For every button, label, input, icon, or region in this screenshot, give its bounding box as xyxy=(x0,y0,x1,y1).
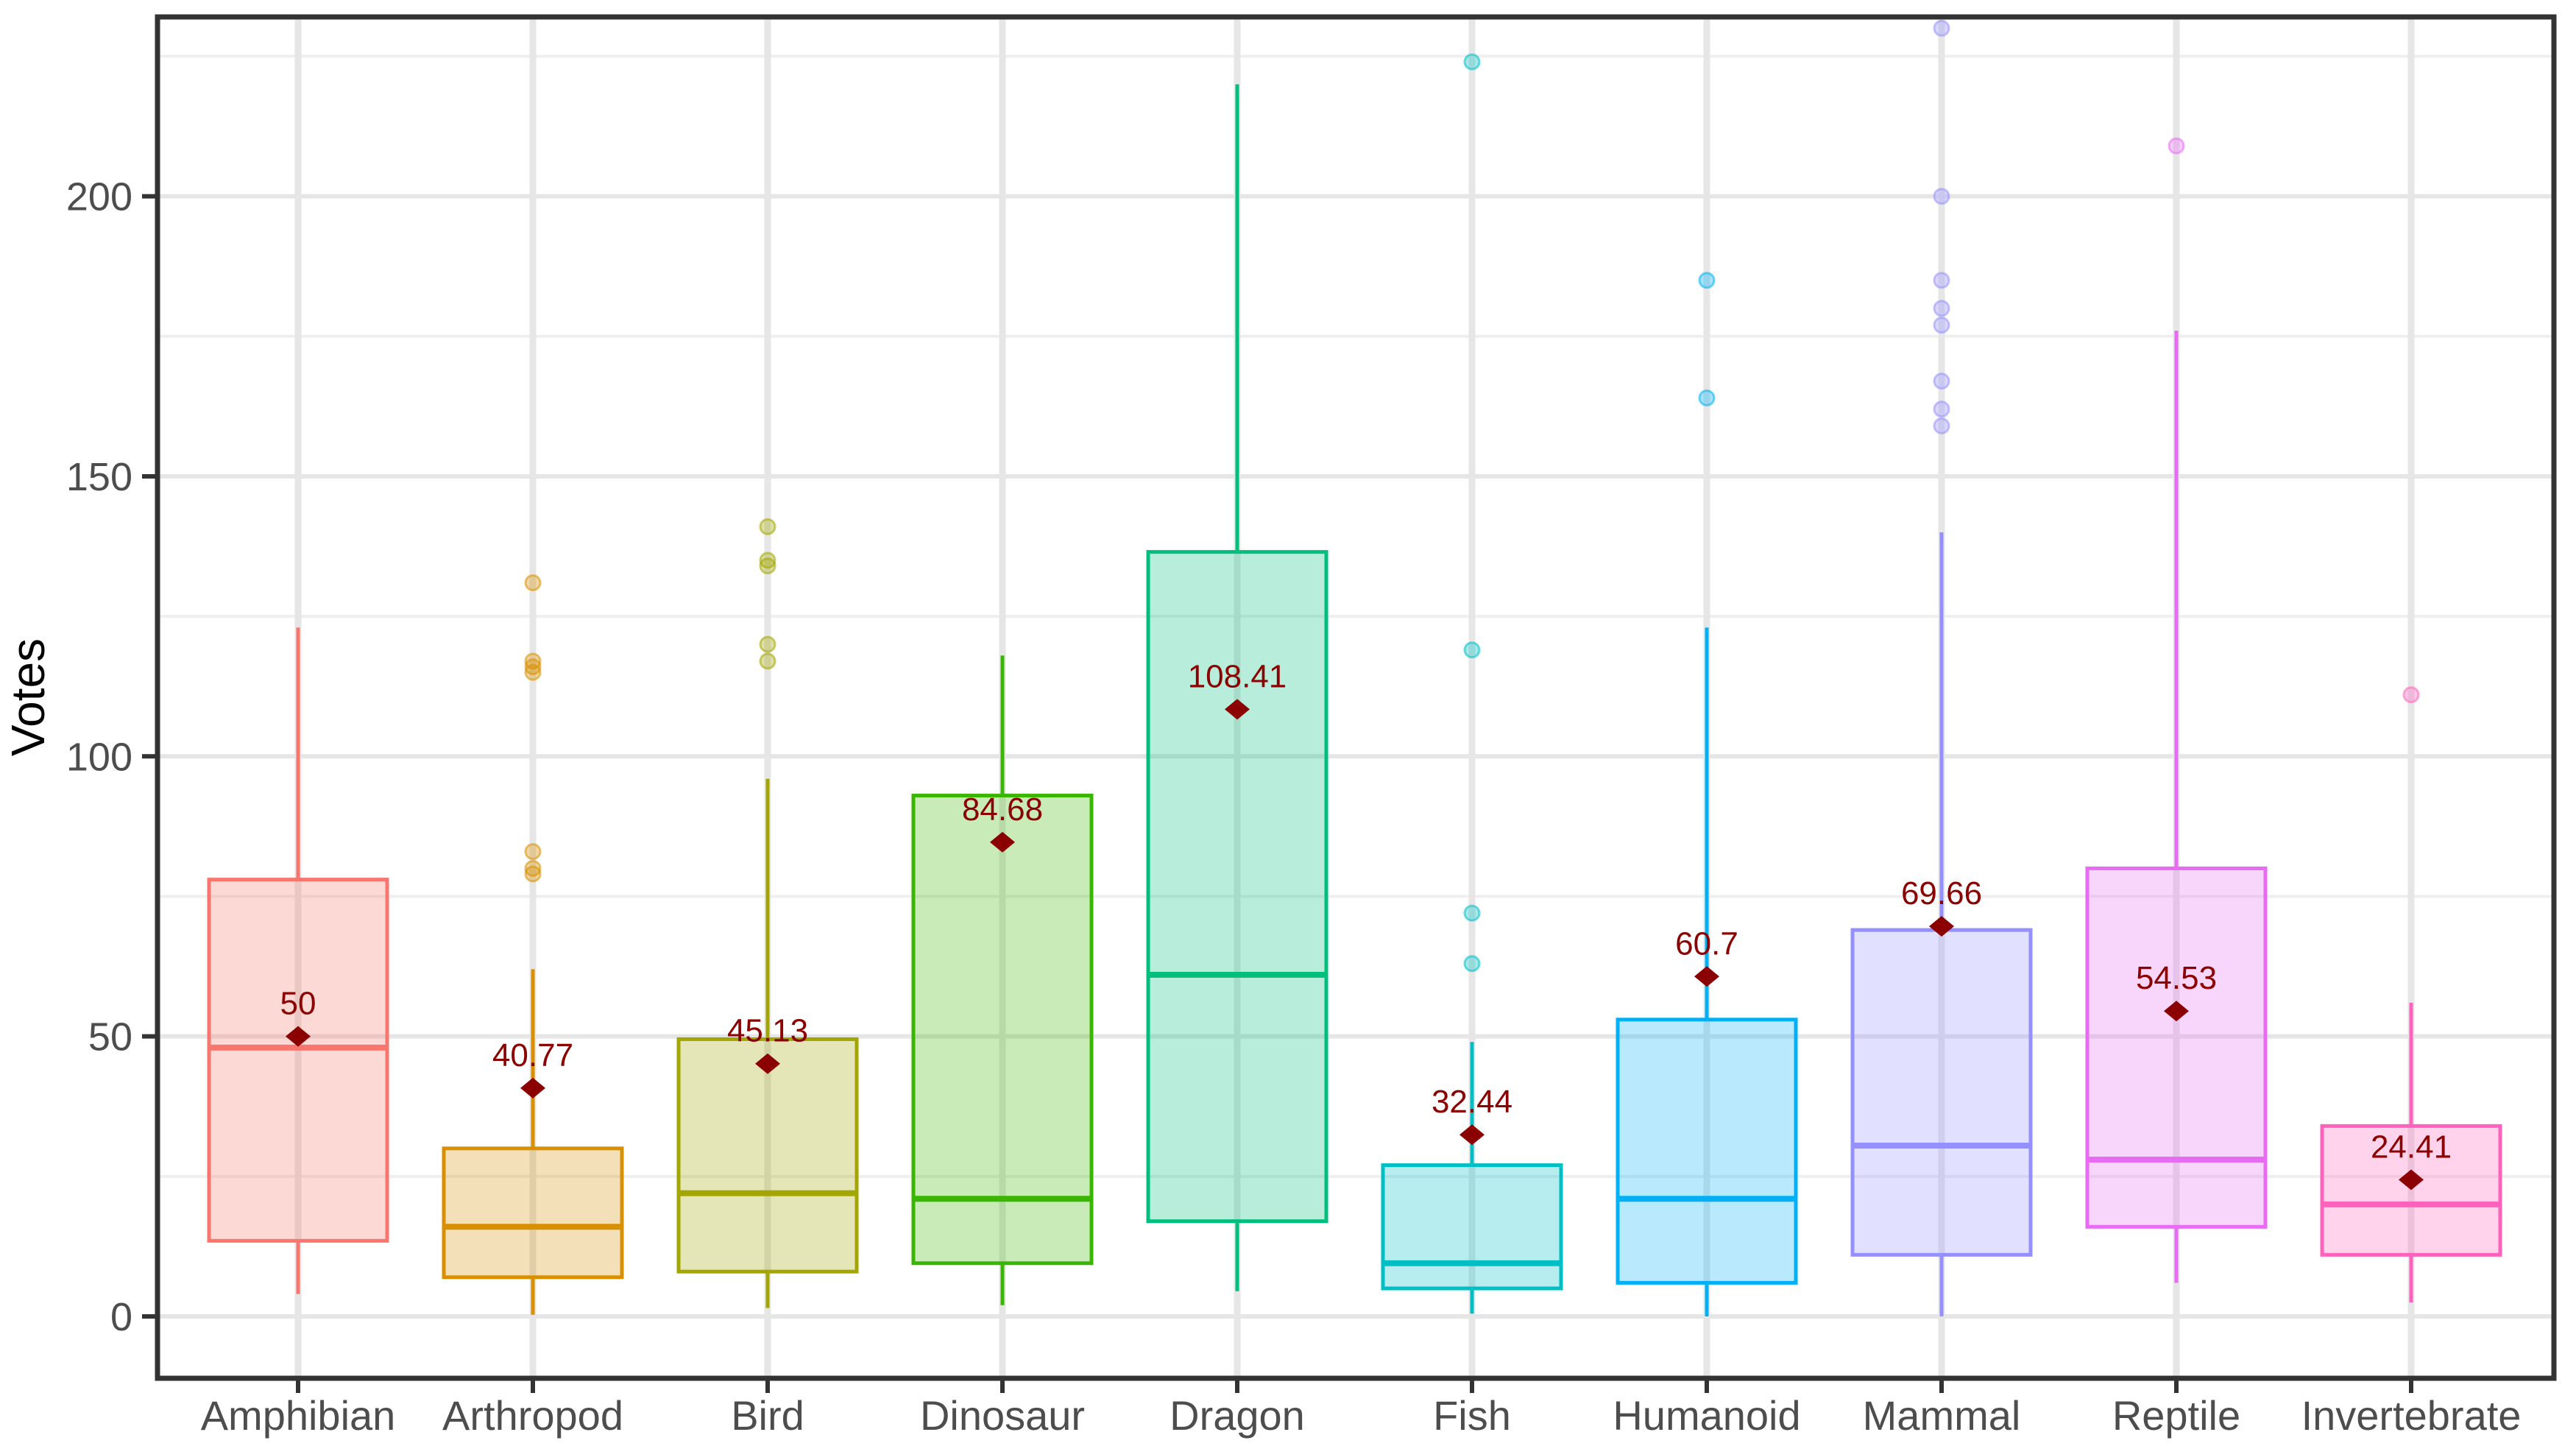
outlier-mammal-0 xyxy=(1933,19,1950,37)
iqr-box-fish xyxy=(1381,1163,1563,1291)
mean-diamond-mammal xyxy=(1929,916,1954,937)
category-label-arthropod: Arthropod xyxy=(442,1392,623,1439)
mean-label-fish: 32.44 xyxy=(1432,1084,1512,1120)
outlier-arthropod-0 xyxy=(524,574,542,591)
box-group-amphibian: 50 xyxy=(207,627,389,1294)
mean-label-dinosaur: 84.68 xyxy=(962,791,1043,828)
mean-label-invertebrate: 24.41 xyxy=(2371,1129,2452,1165)
box-group-humanoid: 60.7 xyxy=(1616,272,1798,1316)
iqr-box-dragon xyxy=(1146,550,1328,1224)
outlier-arthropod-4 xyxy=(524,843,542,861)
mean-label-reptile: 54.53 xyxy=(2136,960,2217,996)
outlier-bird-4 xyxy=(759,652,776,670)
outlier-reptile-0 xyxy=(2168,137,2185,155)
mean-label-amphibian: 50 xyxy=(280,986,316,1022)
outlier-arthropod-2 xyxy=(524,658,542,676)
mean-label-bird: 45.13 xyxy=(727,1013,808,1049)
mean-label-dragon: 108.41 xyxy=(1188,658,1287,694)
iqr-box-dinosaur xyxy=(911,794,1094,1266)
outlier-arthropod-5 xyxy=(524,859,542,877)
panel-frame-layer xyxy=(155,14,2557,1381)
mean-diamond-fish xyxy=(1459,1124,1485,1146)
mean-diamond-invertebrate xyxy=(2399,1169,2424,1191)
outlier-fish-0 xyxy=(1463,53,1481,71)
outlier-mammal-7 xyxy=(1933,417,1950,434)
y-axis-title: Votes xyxy=(1,638,54,756)
mean-diamond-dragon xyxy=(1225,699,1250,720)
box-group-arthropod: 40.77 xyxy=(442,574,624,1315)
box-group-invertebrate: 24.41 xyxy=(2320,686,2502,1302)
boxes-layer: 50 40.77 45.13 84.68 108.41 32.44 60.7 69.66 54.… xyxy=(207,19,2502,1316)
category-label-amphibian: Amphibian xyxy=(201,1392,396,1439)
iqr-box-mammal xyxy=(1850,928,2033,1257)
outlier-arthropod-6 xyxy=(524,865,542,883)
category-label-bird: Bird xyxy=(731,1392,804,1439)
box-group-dragon: 108.41 xyxy=(1146,84,1328,1291)
iqr-box-arthropod xyxy=(442,1146,624,1280)
outlier-mammal-3 xyxy=(1933,300,1950,317)
outlier-mammal-6 xyxy=(1933,401,1950,418)
outlier-mammal-5 xyxy=(1933,373,1950,390)
outlier-invertebrate-0 xyxy=(2402,686,2420,704)
box-group-bird: 45.13 xyxy=(676,518,859,1308)
outlier-mammal-2 xyxy=(1933,272,1950,289)
mean-diamond-bird xyxy=(755,1053,780,1074)
iqr-box-amphibian xyxy=(207,878,389,1243)
outlier-mammal-1 xyxy=(1933,188,1950,205)
y-tick-label-0: 0 xyxy=(110,1295,132,1339)
outlier-bird-0 xyxy=(759,518,776,535)
category-label-dragon: Dragon xyxy=(1170,1392,1305,1439)
y-tick-label-50: 50 xyxy=(88,1015,132,1059)
outlier-fish-1 xyxy=(1463,641,1481,659)
outlier-humanoid-1 xyxy=(1698,389,1716,406)
panel-border xyxy=(155,14,2557,1381)
outlier-arthropod-3 xyxy=(524,663,542,681)
box-group-fish: 32.44 xyxy=(1381,53,1563,1314)
box-group-mammal: 69.66 xyxy=(1850,19,2033,1316)
outlier-fish-2 xyxy=(1463,904,1481,922)
y-tick-label-100: 100 xyxy=(66,735,132,779)
category-label-mammal: Mammal xyxy=(1863,1392,2021,1439)
box-group-reptile: 54.53 xyxy=(2085,137,2268,1283)
iqr-box-humanoid xyxy=(1616,1018,1798,1285)
mean-diamond-humanoid xyxy=(1694,966,1719,987)
category-label-humanoid: Humanoid xyxy=(1613,1392,1800,1439)
mean-label-mammal: 69.66 xyxy=(1901,875,1982,911)
mean-diamond-dinosaur xyxy=(990,831,1015,853)
y-tick-label-200: 200 xyxy=(66,175,132,219)
outlier-mammal-4 xyxy=(1933,317,1950,334)
outlier-bird-3 xyxy=(759,635,776,653)
y-tick-label-150: 150 xyxy=(66,455,132,499)
category-label-invertebrate: Invertebrate xyxy=(2301,1392,2522,1439)
category-label-dinosaur: Dinosaur xyxy=(920,1392,1085,1439)
outlier-bird-1 xyxy=(759,551,776,569)
mean-label-arthropod: 40.77 xyxy=(492,1037,573,1073)
iqr-box-reptile xyxy=(2085,866,2268,1229)
mean-diamond-arthropod xyxy=(520,1077,545,1098)
iqr-box-invertebrate xyxy=(2320,1124,2502,1257)
mean-label-humanoid: 60.7 xyxy=(1675,925,1738,962)
mean-diamond-reptile xyxy=(2164,1001,2189,1022)
axis-layer: 0 50 100 150 200 Amphibian Arthropod Bird Dinosa… xyxy=(66,175,2522,1439)
iqr-box-bird xyxy=(676,1037,859,1274)
mean-diamond-amphibian xyxy=(286,1026,311,1047)
box-group-dinosaur: 84.68 xyxy=(911,655,1094,1305)
category-label-fish: Fish xyxy=(1433,1392,1511,1439)
outlier-fish-3 xyxy=(1463,955,1481,973)
outlier-humanoid-0 xyxy=(1698,272,1716,289)
category-label-reptile: Reptile xyxy=(2112,1392,2240,1439)
outlier-bird-2 xyxy=(759,557,776,575)
